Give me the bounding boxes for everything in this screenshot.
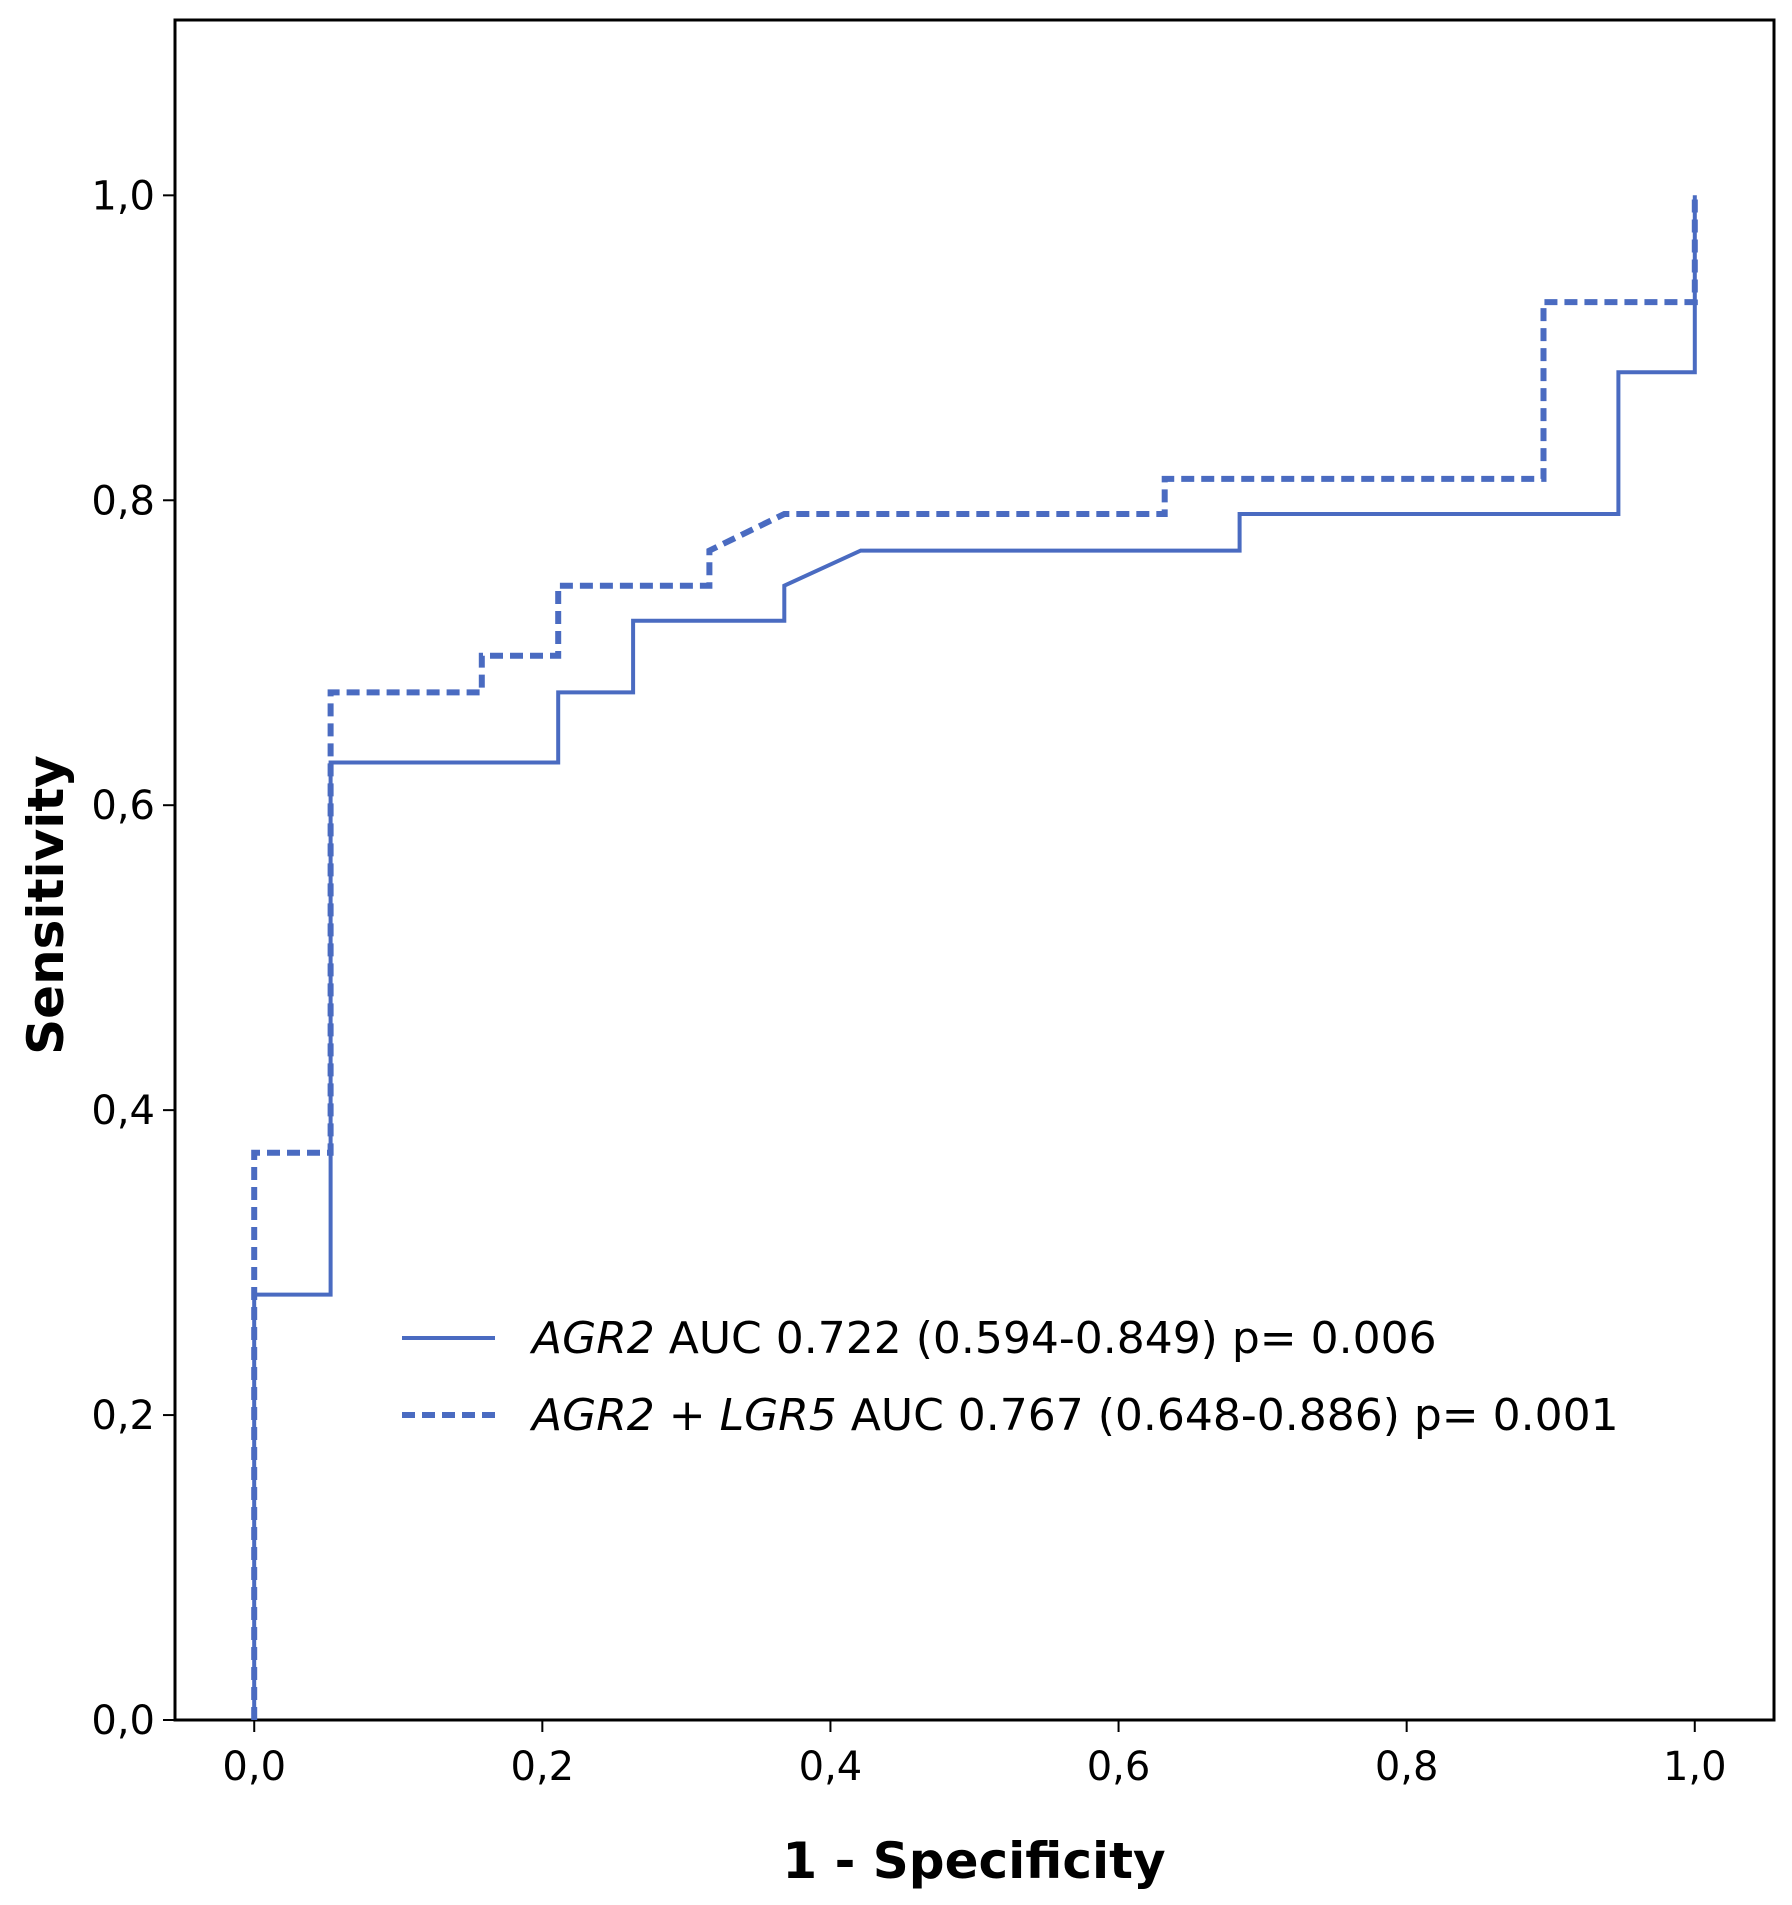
roc-curve-agr2-lgr5 [251, 195, 1698, 1720]
legend-label-agr2-lgr5: AGR2 + LGR5 AUC 0.767 (0.648-0.886) p= 0… [529, 1390, 1619, 1441]
y-tick-label: 0,4 [91, 1088, 155, 1134]
x-tick-label: 1,0 [1663, 1744, 1727, 1790]
x-tick-label: 0,4 [799, 1744, 863, 1790]
legend: AGR2 AUC 0.722 (0.594-0.849) p= 0.006 AG… [402, 1313, 1619, 1441]
y-tick-label: 0,0 [91, 1698, 155, 1744]
x-tick-label: 0,8 [1375, 1744, 1439, 1790]
x-axis-title: 1 - Specificity [782, 1832, 1165, 1890]
y-tick-label: 0,8 [91, 478, 155, 524]
legend-label-agr2: AGR2 AUC 0.722 (0.594-0.849) p= 0.006 [529, 1313, 1437, 1364]
roc-curve-agr2 [252, 195, 1697, 1720]
x-tick-label: 0,6 [1087, 1744, 1151, 1790]
plot-frame [173, 18, 1776, 1722]
x-tick-label: 0,2 [511, 1744, 575, 1790]
y-tick-label: 0,2 [91, 1393, 155, 1439]
roc-curves [251, 195, 1698, 1720]
x-tick-label: 0,0 [222, 1744, 286, 1790]
y-tick-label: 1,0 [91, 173, 155, 219]
y-axis-title: Sensitivity [17, 755, 75, 1055]
y-tick-label: 0,6 [91, 783, 155, 829]
axis-ticks: 0,0 0,2 0,4 0,6 0,8 1,0 0,0 0,2 0,4 0,6 0,8 1,0 [91, 173, 1726, 1790]
